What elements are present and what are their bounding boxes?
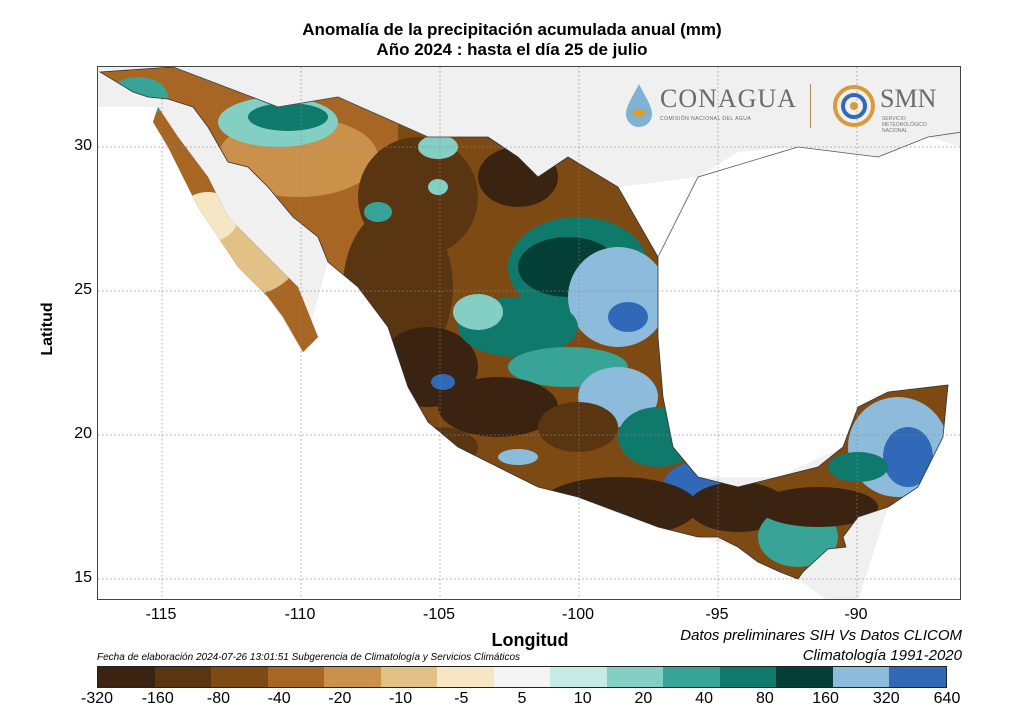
- logo-area: CONAGUA COMISIÓN NACIONAL DEL AGUA SMN S…: [620, 78, 950, 136]
- precipitation-anomaly-map: [98, 67, 960, 599]
- y-tick-label: 15: [74, 569, 92, 586]
- legend-swatch: [889, 667, 946, 687]
- legend-swatch: [324, 667, 381, 687]
- x-axis-label: Longitud: [491, 630, 569, 650]
- legend-label: 20: [634, 690, 653, 707]
- x-tick-label: -105: [422, 606, 456, 623]
- x-tick-label: -100: [561, 606, 595, 623]
- legend-label: -320: [80, 690, 114, 707]
- legend-label: -160: [141, 690, 174, 707]
- conagua-logo-subtitle: COMISIÓN NACIONAL DEL AGUA: [660, 116, 752, 122]
- legend-label: 640: [933, 690, 961, 707]
- legend-label: 320: [872, 690, 900, 707]
- legend-swatch: [663, 667, 720, 687]
- legend-label: -80: [206, 690, 230, 707]
- smn-spiral-icon: [833, 85, 875, 127]
- legend-label: 160: [812, 690, 839, 707]
- legend-label: -10: [389, 690, 413, 707]
- climatology-note: Climatología 1991-2020: [802, 647, 962, 664]
- y-tick-label: 20: [74, 425, 92, 442]
- legend-swatch: [98, 667, 155, 687]
- x-tick-label: -110: [284, 606, 316, 623]
- legend-swatch: [606, 667, 664, 687]
- legend-swatch: [719, 667, 777, 687]
- color-legend: [97, 666, 947, 688]
- legend-label: 5: [517, 690, 527, 707]
- legend-label: 80: [755, 690, 774, 707]
- legend-swatch: [437, 667, 494, 687]
- data-source-note: Datos preliminares SIH Vs Datos CLICOM: [680, 627, 962, 644]
- logo-divider: [810, 84, 811, 128]
- legend-swatch: [493, 667, 551, 687]
- y-tick-label: 25: [74, 281, 92, 298]
- pacific-ocean: [98, 107, 826, 599]
- gulf-of-mexico: [618, 137, 960, 477]
- mexico-coastline: [98, 67, 949, 580]
- map-subtitle: Año 2024 : hasta el día 25 de julio: [376, 40, 648, 59]
- legend-label: -40: [267, 690, 291, 707]
- y-tick-label: 30: [74, 137, 92, 154]
- legend-label: 10: [573, 690, 592, 707]
- y-axis-label: Latitud: [39, 302, 56, 356]
- production-date-note: Fecha de elaboración 2024-07-26 13:01:51…: [97, 652, 521, 663]
- x-tick-label: -90: [844, 606, 868, 623]
- legend-label: -5: [454, 690, 469, 707]
- legend-swatch: [832, 667, 890, 687]
- graticule: [98, 67, 960, 599]
- smn-logo-text: SMN: [880, 84, 937, 113]
- x-tick-label: -115: [145, 606, 177, 623]
- usa-border: [172, 67, 960, 258]
- legend-swatch: [380, 667, 438, 687]
- map-title: Anomalía de la precipitación acumulada a…: [302, 20, 722, 39]
- legend-swatch: [154, 667, 212, 687]
- x-tick-label: -95: [705, 606, 729, 623]
- legend-swatch: [267, 667, 325, 687]
- map-panel: [97, 66, 961, 600]
- smn-logo-subtitle: SERVICIO METEOROLÓGICO NACIONAL: [882, 116, 927, 134]
- legend-label: -20: [328, 690, 352, 707]
- legend-label: 40: [695, 690, 714, 707]
- conagua-logo-text: CONAGUA: [660, 84, 797, 113]
- legend-swatch: [211, 667, 268, 687]
- conagua-drop-icon: [626, 84, 652, 127]
- legend-swatch: [550, 667, 607, 687]
- legend-swatch: [776, 667, 833, 687]
